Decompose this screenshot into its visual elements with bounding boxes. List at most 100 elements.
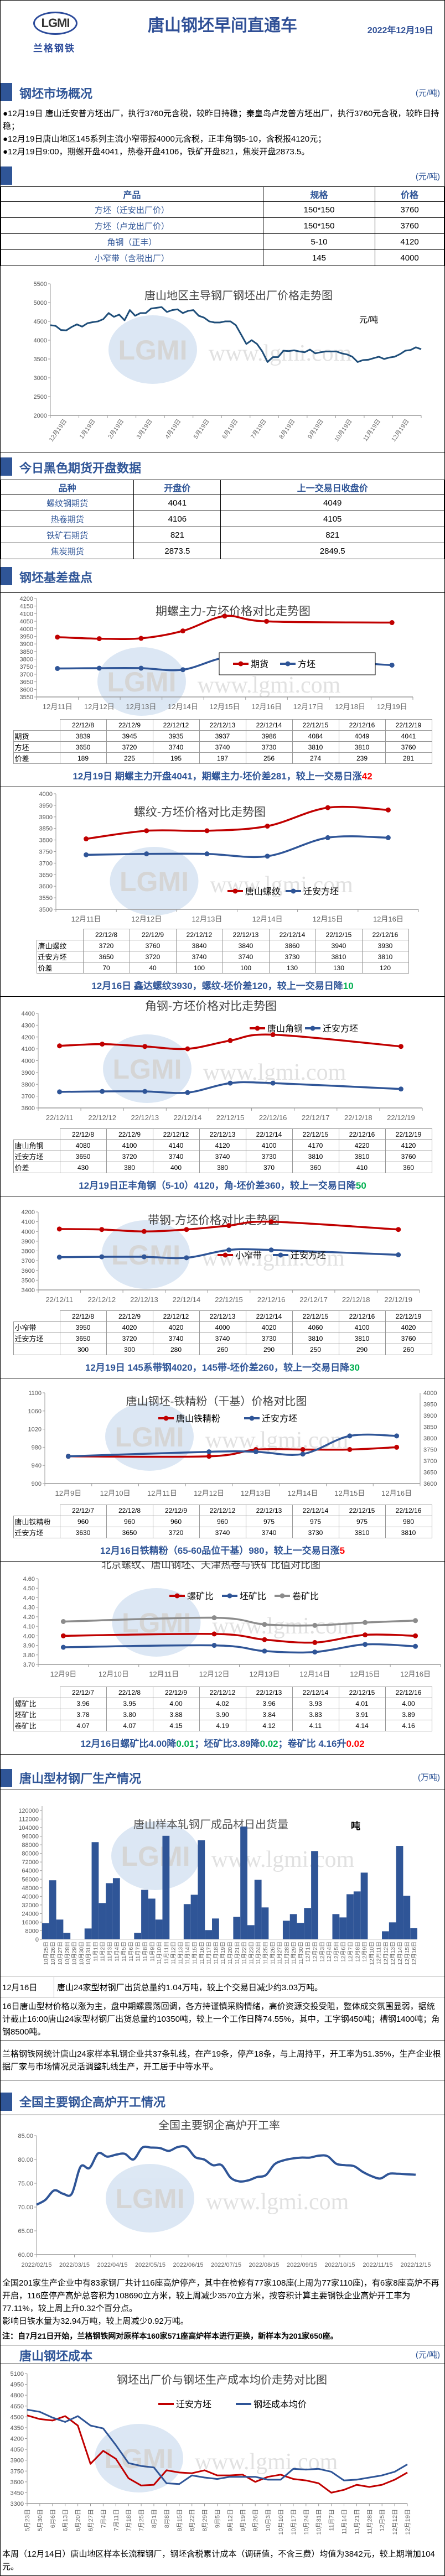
table-header-row: 品种 开盘价 上一交易日收盘价 — [0, 480, 444, 495]
cell-value: 3810 — [385, 1527, 432, 1538]
cell-value: 3650 — [82, 951, 130, 962]
x-tick-label: 3月19日 — [136, 418, 154, 440]
x-tick-label: 11月12日 — [170, 1942, 177, 1965]
data-point — [385, 835, 391, 840]
cell-value: 980 — [385, 1516, 432, 1527]
y-tick-label: 4950 — [11, 2382, 24, 2388]
y-tick-label: 3400 — [22, 1287, 35, 1294]
y-tick-label: 4.00 — [23, 1633, 35, 1640]
x-tick-label: 12月5日 — [379, 2509, 386, 2531]
x-tick-label: 9月5日 — [215, 2509, 221, 2528]
data-point — [84, 836, 89, 842]
y-tick-label: 1020 — [28, 1427, 42, 1433]
x-tick-label: 12月12日 — [199, 1670, 230, 1678]
comparison-table: 22/12/7 22/12/8 22/12/9 22/12/12 22/12/13 22/… — [13, 1687, 432, 1731]
section-header-prices: (元/吨) — [1, 162, 444, 186]
data-point — [96, 665, 102, 671]
y-tick-label: 3750 — [39, 849, 53, 856]
bar — [282, 1921, 290, 1939]
bar — [155, 1919, 163, 1939]
bar — [190, 1895, 198, 1939]
cell-value: 239 — [338, 752, 386, 764]
table-row: 迁安方坯 3650 3720 3740 3740 3730 3810 3810 3760 — [13, 1151, 432, 1162]
cell-value: 3.80 — [106, 1709, 153, 1720]
data-point — [222, 613, 227, 619]
data-point — [312, 1640, 318, 1645]
cell-value: 3730 — [292, 1527, 339, 1538]
cell-value: 130 — [268, 962, 316, 974]
table-header-row: 22/12/7 22/12/8 22/12/9 22/12/12 22/12/13 22/… — [13, 1687, 432, 1698]
x-tick-label: 22/12/14 — [173, 1295, 201, 1304]
x-tick-label: 12月11日 — [71, 915, 101, 923]
shipment-summary-row: 12月16日 唐山24家型材钢厂出货总量约1.04万吨，较上个交易日减少约3.0… — [1, 1976, 444, 1998]
series-line-1 — [86, 805, 389, 840]
y-tick-label: 2500 — [34, 394, 47, 400]
date-header: 22/12/15 — [338, 1505, 386, 1516]
x-tick-label: 2022/07/15 — [211, 2262, 241, 2268]
y-tick-label: 3300 — [11, 2501, 24, 2507]
data-point — [325, 805, 330, 810]
table-header-row: 22/12/7 22/12/8 22/12/9 22/12/12 22/12/13 22/… — [13, 1505, 432, 1516]
data-point — [268, 1219, 274, 1225]
date-header: 22/12/14 — [268, 929, 316, 940]
x-tick-label: 11月25日 — [262, 1942, 269, 1965]
date-header: 22/12/14 — [245, 719, 293, 731]
y-tick-label: 3950 — [20, 633, 33, 640]
section-title: 全国主要钢企高炉开工情况 — [19, 2095, 166, 2109]
cell-value: 225 — [106, 752, 153, 764]
x-tick-label: 11月29日 — [291, 1942, 297, 1965]
cell-value: 3.96 — [245, 1698, 293, 1709]
data-point — [206, 1454, 212, 1459]
column-header: 上一交易日收盘价 — [220, 480, 444, 495]
cell-value: 130 — [315, 962, 363, 974]
bar — [389, 1922, 396, 1939]
y-tick-label: 4200 — [11, 2436, 24, 2443]
cell-value: 4020 — [106, 1321, 153, 1333]
row-label: 期货 — [13, 730, 60, 742]
y-tick-label: 4100 — [22, 1219, 35, 1226]
column-header: 品种 — [0, 480, 134, 495]
section-marker — [1, 166, 12, 185]
x-tick-label: 9月19日 — [307, 418, 325, 440]
cell-value: 4.07 — [59, 1720, 107, 1731]
comparison-caption: 12月16日铁精粉（65-60品位干基）980，较上一交易日涨5 — [1, 1538, 444, 1561]
cell-value: 4.11 — [292, 1720, 339, 1731]
y-tick-label: 4350 — [11, 2425, 24, 2432]
x-tick-label: 7月4日 — [100, 2509, 107, 2528]
cell-value: 195 — [152, 752, 200, 764]
date-header: 22/12/16 — [361, 929, 409, 940]
comparison-table: 22/12/8 22/12/9 22/12/12 22/12/13 22/12/14 22… — [36, 929, 409, 974]
cell-value: 3810 — [361, 951, 409, 962]
y-tick-label: 3650 — [39, 872, 53, 878]
cell-value: 250 — [292, 1344, 339, 1355]
x-tick-label: 12月13日 — [126, 702, 156, 711]
date-header: 22/12/9 — [106, 719, 153, 731]
section-title: 钢坯基差盘点 — [19, 571, 93, 585]
chart-title: 钢坯出厂价与钢坯生产成本均价走势对比图 — [117, 2373, 327, 2386]
x-tick-label: 10月28日 — [64, 1942, 71, 1965]
column-header: 产品 — [1, 186, 263, 202]
row-label: 唐山铁精粉 — [13, 1516, 60, 1527]
y-tick-label: 3600 — [11, 2479, 24, 2486]
shipment-bar-chart-svg: LGMI www.lgmi.com 唐山样本轧钢厂成品材日出货量 吨 0 8000 1600… — [18, 1806, 418, 1965]
profile-paragraph: 16日唐山型材价格以涨为主，盘中期螺震荡回调，各方持谨慎采购情绪，高价资源交投受… — [2, 2002, 440, 2037]
date-header: 22/12/14 — [292, 1687, 339, 1698]
date-header: 22/12/13 — [199, 719, 246, 731]
x-tick-label: 8月29日 — [202, 2509, 209, 2531]
legend-label: 唐山螺纹 — [245, 887, 281, 897]
cell-value: 256 — [245, 752, 293, 764]
y-tick-label: 4050 — [20, 618, 33, 625]
row-label: 小窄带 — [13, 1321, 60, 1333]
cell-value: 975 — [292, 1516, 339, 1527]
x-tick-label: 11月1日 — [92, 1942, 99, 1961]
cell-value: 960 — [199, 1516, 246, 1527]
x-tick-label: 2022/10/15 — [324, 2262, 355, 2268]
data-point — [55, 666, 60, 672]
series-line-1 — [57, 615, 392, 641]
data-point — [265, 824, 270, 829]
cell-value: 3760 — [385, 1333, 432, 1344]
bar — [112, 1878, 120, 1939]
x-tick-label: 12月14日 — [288, 1489, 318, 1497]
y-tick-label: 4400 — [22, 1011, 35, 1017]
x-tick-label: 12月19日 — [48, 418, 68, 443]
